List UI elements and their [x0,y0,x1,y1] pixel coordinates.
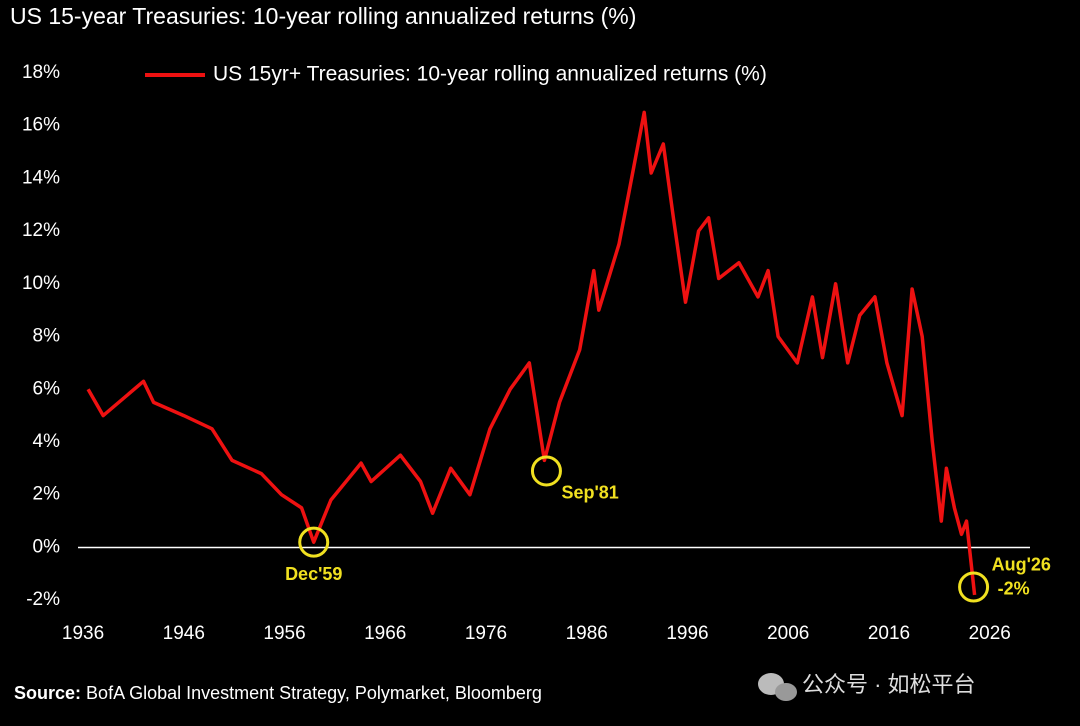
annotation-circle [298,526,330,558]
y-tick-label: 2% [33,484,61,505]
x-tick-label: 2006 [767,623,809,644]
x-tick-label: 2016 [868,623,910,644]
x-tick-label: 1996 [666,623,708,644]
watermark-icon [758,673,797,701]
watermark: 公众号 · 如松平台 [802,672,976,697]
y-tick-label: 14% [22,167,60,188]
y-tick-label: 12% [22,220,60,241]
annotation-circle [958,571,990,603]
x-tick-label: 1936 [62,623,104,644]
x-tick-label: 1956 [263,623,305,644]
y-tick-label: -2% [26,589,60,610]
annotation-circle [530,455,562,487]
y-tick-label: 4% [33,431,61,452]
chart-title: US 15-year Treasuries: 10-year rolling a… [10,3,636,29]
annotation-value: -2% [998,579,1030,599]
y-tick-label: 10% [22,273,60,294]
y-tick-label: 6% [33,378,61,399]
y-tick-label: 8% [33,326,61,347]
source-text: BofA Global Investment Strategy, Polymar… [86,683,542,703]
y-tick-label: 18% [22,62,60,83]
annotation-label: Sep'81 [561,483,618,503]
data-line [86,110,977,596]
y-tick-label: 0% [33,536,61,557]
x-tick-label: 1986 [566,623,608,644]
x-tick-label: 1946 [163,623,205,644]
x-tick-label: 2026 [969,623,1011,644]
y-tick-label: 16% [22,115,60,136]
annotation-label: Dec'59 [285,564,342,584]
source-label: Source: [14,683,81,703]
x-tick-label: 1976 [465,623,507,644]
annotation-label: Aug'26 [992,555,1051,575]
source: Source: BofA Global Investment Strategy,… [14,683,542,703]
legend-label: US 15yr+ Treasuries: 10-year rolling ann… [213,63,767,86]
x-tick-label: 1966 [364,623,406,644]
